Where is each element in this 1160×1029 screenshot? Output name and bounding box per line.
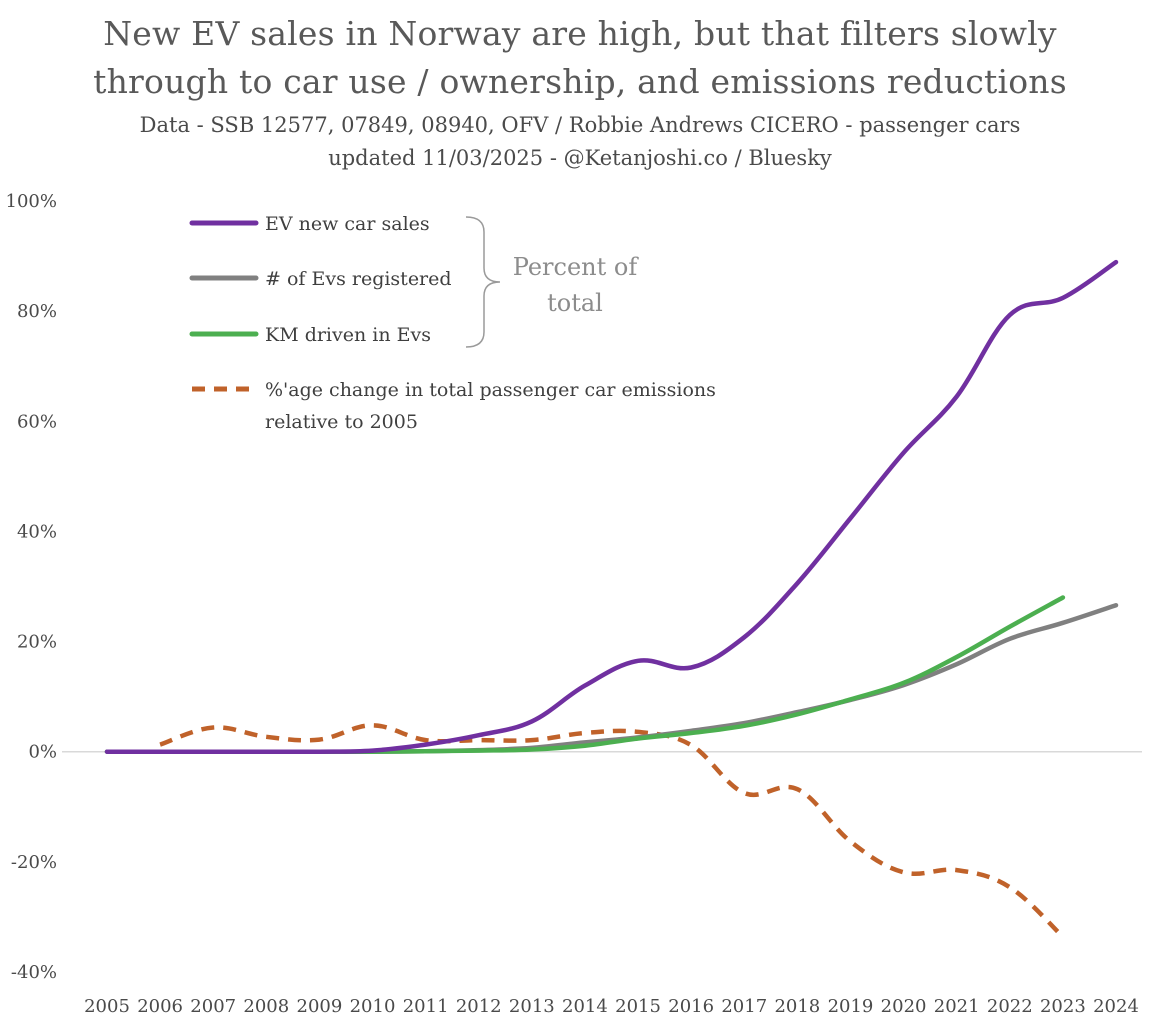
y-tick-label: 20% <box>17 632 57 653</box>
chart-title-line-1: New EV sales in Norway are high, but tha… <box>103 14 1057 53</box>
legend-group-label: Percent of total <box>513 253 640 317</box>
x-tick-label: 2020 <box>881 996 927 1017</box>
x-tick-label: 2023 <box>1040 996 1086 1017</box>
legend-label-ev-km: KM driven in Evs <box>265 324 431 346</box>
x-tick-label: 2010 <box>350 996 396 1017</box>
y-tick-label: 60% <box>17 411 57 432</box>
series-line-emissions <box>159 723 1065 939</box>
x-tick-label: 2024 <box>1093 996 1139 1017</box>
x-tick-label: 2016 <box>668 996 714 1017</box>
y-tick-label: 100% <box>6 191 57 212</box>
chart-subtitle-line-2: updated 11/03/2025 - @Ketanjoshi.co / Bl… <box>328 146 832 170</box>
legend-label-ev-sales: EV new car sales <box>265 213 430 235</box>
x-tick-label: 2005 <box>84 996 130 1017</box>
legend-label-emissions-line-1: %'age change in total passenger car emis… <box>265 379 716 401</box>
x-tick-label: 2019 <box>828 996 874 1017</box>
legend-label-ev-registered: # of Evs registered <box>265 268 452 290</box>
y-tick-label: -20% <box>11 852 57 873</box>
series-line-ev-km <box>104 595 1066 754</box>
x-tick-label: 2017 <box>721 996 767 1017</box>
x-tick-label: 2007 <box>190 996 236 1017</box>
y-tick-label: 40% <box>17 521 57 542</box>
series-line-ev-registered <box>104 602 1119 754</box>
x-tick-label: 2018 <box>774 996 820 1017</box>
chart-title-line-2: through to car use / ownership, and emis… <box>93 62 1067 101</box>
x-tick-label: 2021 <box>934 996 980 1017</box>
x-tick-label: 2009 <box>297 996 343 1017</box>
legend-group-bracket <box>465 216 501 348</box>
x-tick-label: 2011 <box>403 996 449 1017</box>
x-tick-label: 2008 <box>243 996 289 1017</box>
x-tick-label: 2013 <box>509 996 555 1017</box>
y-tick-label: -40% <box>11 962 57 983</box>
chart-legend: EV new car sales # of Evs registered KM … <box>189 213 716 433</box>
x-tick-label: 2012 <box>456 996 502 1017</box>
legend-label-emissions-line-2: relative to 2005 <box>265 411 418 433</box>
x-tick-label: 2022 <box>987 996 1033 1017</box>
x-tick-label: 2006 <box>137 996 183 1017</box>
x-tick-label: 2015 <box>615 996 661 1017</box>
y-tick-label: 80% <box>17 301 57 322</box>
y-tick-label: 0% <box>28 742 57 763</box>
chart-subtitle-line-1: Data - SSB 12577, 07849, 08940, OFV / Ro… <box>139 113 1021 137</box>
x-tick-label: 2014 <box>562 996 608 1017</box>
series-line-ev-sales <box>104 259 1119 755</box>
